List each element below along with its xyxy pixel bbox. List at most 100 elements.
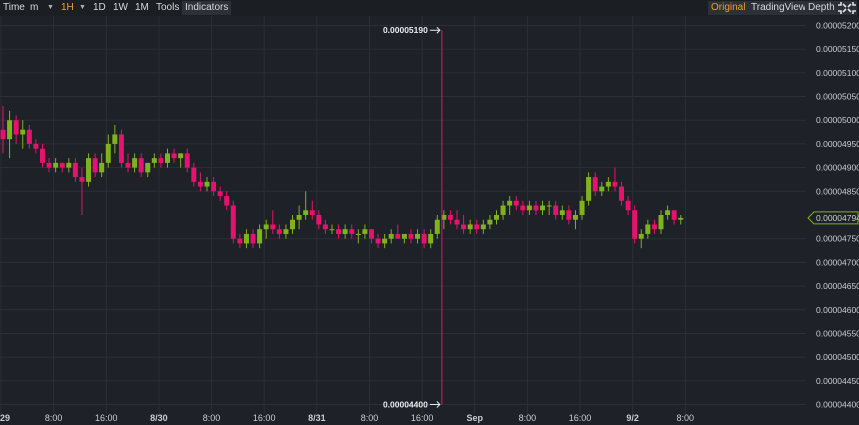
candle-body <box>487 219 493 225</box>
candle-body <box>355 233 361 235</box>
candle-body <box>99 162 105 173</box>
candle <box>243 229 249 249</box>
candle <box>632 205 638 244</box>
candle-body <box>217 191 223 197</box>
candle <box>428 229 434 249</box>
hour-dropdown-caret-icon[interactable]: ▼ <box>79 4 86 11</box>
candle-body <box>513 200 519 206</box>
candle-body <box>66 162 72 168</box>
candle-body <box>678 217 684 220</box>
candle <box>408 229 414 244</box>
candle-body <box>671 210 677 220</box>
candle <box>494 210 499 225</box>
candle <box>112 124 118 154</box>
candle <box>303 191 309 220</box>
candle <box>26 124 32 149</box>
tools-button[interactable]: Tools <box>156 2 180 13</box>
month-interval-button[interactable]: 1M <box>135 2 149 13</box>
candles-layer <box>0 106 684 249</box>
candle-body <box>454 219 460 225</box>
x-tick-label: 8:00 <box>45 413 63 423</box>
candle <box>540 200 546 215</box>
candle <box>46 158 52 173</box>
candle <box>211 177 217 197</box>
indicators-button[interactable]: Indicators <box>182 1 232 15</box>
candle <box>92 153 98 178</box>
candle-body <box>290 219 296 230</box>
candle <box>533 200 539 215</box>
candlestick-chart[interactable]: 0.00005190 0.00004400 0.00005200 0.0000515… <box>0 16 859 425</box>
x-tick-label: 8:00 <box>677 413 695 423</box>
y-axis: 0.00005200 0.00005150 0.00005100 0.00005050… <box>807 20 859 410</box>
candle-body <box>237 238 243 244</box>
candle-body <box>59 162 65 168</box>
y-tick-label: 0.00004750 <box>816 234 859 244</box>
candle <box>546 200 552 215</box>
candle <box>237 233 243 249</box>
candle <box>79 167 85 215</box>
low-marker-arrow-icon <box>429 401 441 408</box>
candle <box>619 181 625 206</box>
candle-body <box>158 158 164 163</box>
candle-body <box>224 196 230 206</box>
x-tick-label: 16:00 <box>95 413 118 423</box>
candle-body <box>645 224 651 234</box>
candle-body <box>322 224 328 230</box>
candle <box>441 210 447 230</box>
minute-interval-button[interactable]: m <box>30 2 39 13</box>
candle-body <box>243 233 249 244</box>
candle-body <box>197 181 203 187</box>
candle <box>678 215 684 225</box>
candle-body <box>592 177 598 192</box>
candle <box>86 153 92 187</box>
candle-body <box>211 181 217 192</box>
candle <box>625 196 631 215</box>
candle <box>171 148 177 163</box>
candle <box>270 210 276 234</box>
tradingview-tab[interactable]: TradingView <box>748 1 810 15</box>
candle-body <box>257 229 263 244</box>
candle-body <box>204 181 210 187</box>
candle <box>645 219 651 239</box>
candle <box>651 219 657 234</box>
y-tick-label: 0.00005200 <box>816 20 859 30</box>
original-view-tab[interactable]: Original <box>708 1 749 15</box>
time-label: Time <box>3 2 25 13</box>
candle <box>572 210 578 230</box>
candle-body <box>507 200 513 206</box>
candle-body <box>92 158 98 173</box>
minute-dropdown-caret-icon[interactable]: ▼ <box>47 4 54 11</box>
depth-tab[interactable]: Depth <box>805 1 838 15</box>
candle <box>382 233 388 249</box>
markers-layer: 0.00005190 0.00004400 <box>383 25 443 410</box>
high-marker-arrow-icon <box>429 26 441 34</box>
candle <box>579 196 585 220</box>
candle <box>474 219 480 234</box>
day-interval-button[interactable]: 1D <box>93 2 106 13</box>
candle-body <box>283 229 289 234</box>
candle-body <box>619 186 625 201</box>
candle-body <box>112 134 118 144</box>
candle-body <box>118 134 124 163</box>
fullscreen-button[interactable] <box>837 1 857 15</box>
candle-body <box>480 224 486 230</box>
hour-interval-button[interactable]: 1H <box>61 2 74 13</box>
candle <box>230 200 236 244</box>
candle-body <box>382 238 388 244</box>
x-tick-label: Sep <box>467 413 484 423</box>
candle-body <box>368 229 374 239</box>
candle <box>487 215 493 230</box>
candle-body <box>336 229 342 234</box>
candle-body <box>526 205 532 211</box>
candle-body <box>145 162 151 173</box>
x-tick-label: 29 <box>0 413 10 423</box>
candle <box>204 177 210 192</box>
candle <box>178 153 184 168</box>
candle <box>395 224 401 239</box>
candle-body <box>86 158 92 182</box>
candle <box>250 229 256 249</box>
week-interval-button[interactable]: 1W <box>113 2 128 13</box>
candle <box>336 224 342 239</box>
candle <box>197 172 203 192</box>
candle-body <box>579 200 585 215</box>
